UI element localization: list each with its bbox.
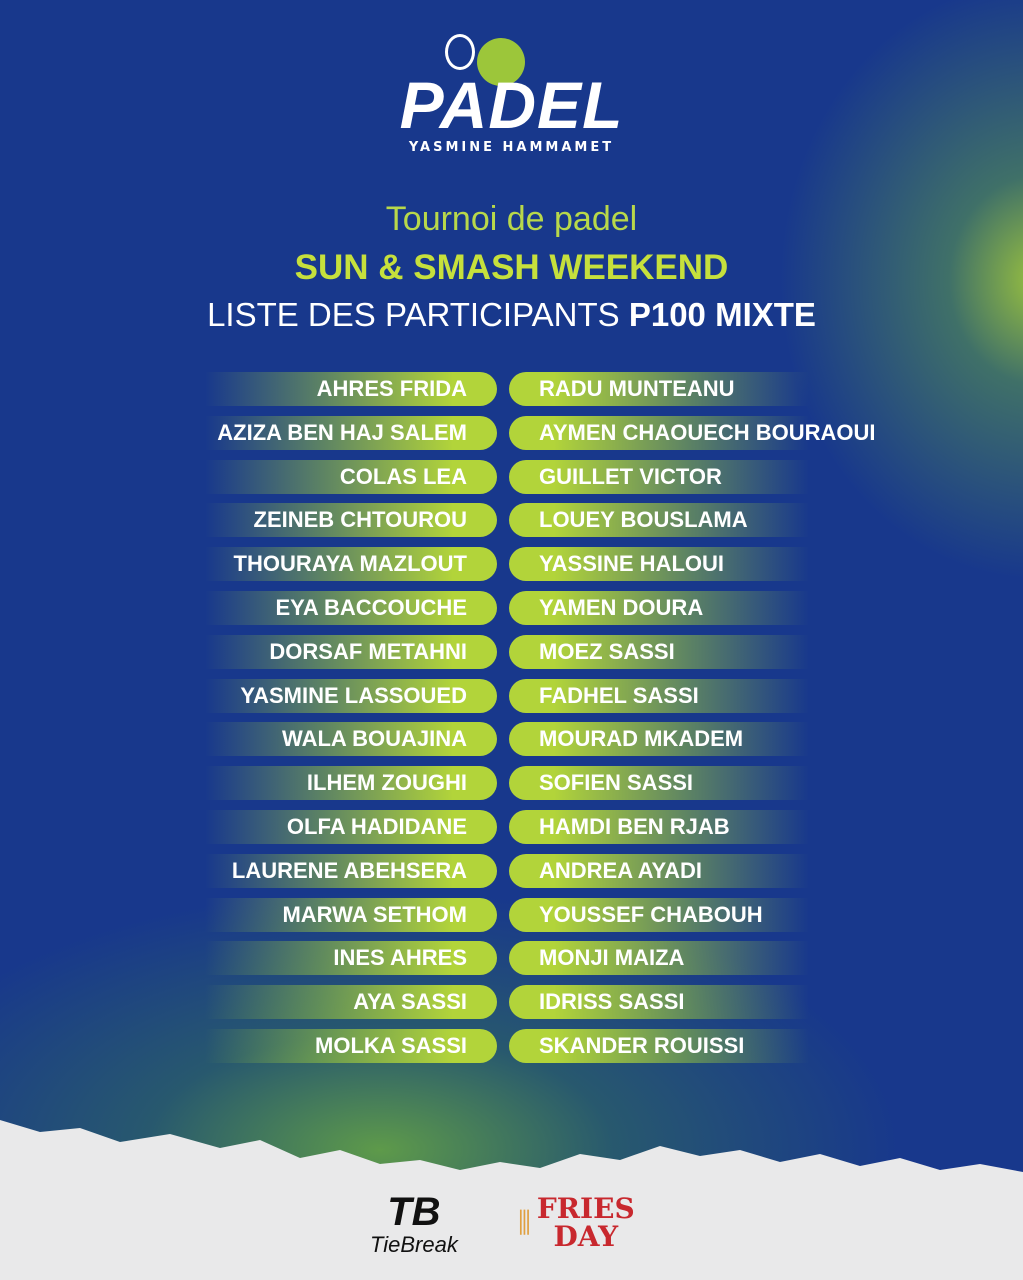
player-name: ZEINEB CHTOUROU <box>253 507 468 533</box>
player-right: MONJI MAIZA <box>509 941 809 976</box>
player-name: AHRES FRIDA <box>316 376 467 401</box>
player-name: WALA BOUAJINA <box>282 726 467 752</box>
pair-row: AYA SASSI IDRISS SASSI <box>0 985 1023 1021</box>
player-name: OLFA HADIDANE <box>286 814 467 839</box>
pair-row: MOLKA SASSI SKANDER ROUISSI <box>0 1029 1023 1065</box>
player-right: MOURAD MKADEM <box>509 722 809 757</box>
player-right: YASSINE HALOUI <box>509 547 809 582</box>
player-left: WALA BOUAJINA <box>205 722 497 757</box>
player-left: MOLKA SASSI <box>205 1029 497 1063</box>
player-left: OLFA HADIDANE <box>205 810 497 844</box>
pair-row: YASMINE LASSOUED FADHEL SASSI <box>0 678 1023 715</box>
pair-row: DORSAF METAHNI MOEZ SASSI <box>0 634 1023 671</box>
player-right: HAMDI BEN RJAB <box>509 810 809 844</box>
player-left: COLAS LEA <box>205 459 497 494</box>
player-name: YASMINE LASSOUED <box>240 682 467 708</box>
player-right: IDRISS SASSI <box>509 985 809 1020</box>
player-name: GUILLET VICTOR <box>539 463 722 489</box>
player-name: LOUEY BOUSLAMA <box>539 507 748 533</box>
player-name: AYA SASSI <box>353 989 467 1015</box>
padel-logo: PADEL YASMINE HAMMAMET <box>0 30 1023 155</box>
friesday-line2: DAY <box>553 1220 619 1253</box>
friesday-line1: FRIES <box>536 1192 635 1225</box>
player-name: YAMEN DOURA <box>539 595 704 620</box>
player-name: YASSINE HALOUI <box>539 551 725 577</box>
player-left: ZEINEB CHTOUROU <box>205 503 497 538</box>
player-right: LOUEY BOUSLAMA <box>509 503 809 538</box>
pair-row: OLFA HADIDANE HAMDI BEN RJAB <box>0 810 1023 846</box>
player-name: COLAS LEA <box>339 463 467 489</box>
player-left: AHRES FRIDA <box>205 372 497 406</box>
player-left: EYA BACCOUCHE <box>205 591 497 625</box>
fries-icon: ⫼ <box>518 1206 531 1239</box>
tiebreak-name: TieBreak <box>370 1232 458 1257</box>
player-name: MOURAD MKADEM <box>539 726 744 752</box>
tournament-name: SUN & SMASH WEEKEND <box>294 248 729 287</box>
player-right: MOEZ SASSI <box>509 634 809 669</box>
player-name: IDRISS SASSI <box>539 989 685 1015</box>
player-left: THOURAYA MAZLOUT <box>205 547 497 582</box>
racket-icon <box>445 34 475 70</box>
player-left: LAURENE ABEHSERA <box>205 853 497 888</box>
pair-row: WALA BOUAJINA MOURAD MKADEM <box>0 722 1023 758</box>
player-name: RADU MUNTEANU <box>539 376 735 401</box>
player-right: SOFIEN SASSI <box>509 766 809 801</box>
logo-subtitle: YASMINE HAMMAMET <box>408 140 615 155</box>
player-right: SKANDER ROUISSI <box>509 1029 809 1063</box>
pair-row: LAURENE ABEHSERA ANDREA AYADI <box>0 853 1023 890</box>
player-name: INES AHRES <box>333 945 467 971</box>
player-name: MOEZ SASSI <box>539 638 675 664</box>
pair-row: EYA BACCOUCHE YAMEN DOURA <box>0 591 1023 627</box>
player-name: AYMEN CHAOUECH BOURAOUI <box>539 419 876 445</box>
tiebreak-logo: TB TieBreak <box>370 1192 458 1258</box>
player-right: YOUSSEF CHABOUH <box>509 897 809 932</box>
player-name: AZIZA BEN HAJ SALEM <box>217 419 467 445</box>
participants-prefix: LISTE DES PARTICIPANTS <box>207 296 620 333</box>
player-left: INES AHRES <box>205 941 497 976</box>
player-name: MOLKA SASSI <box>315 1033 467 1058</box>
tournament-type: Tournoi de padel <box>385 200 638 238</box>
player-right: YAMEN DOURA <box>509 591 809 625</box>
player-name: SOFIEN SASSI <box>539 770 694 796</box>
player-name: ILHEM ZOUGHI <box>306 770 467 796</box>
player-name: THOURAYA MAZLOUT <box>233 551 467 577</box>
player-right: GUILLET VICTOR <box>509 459 809 494</box>
pair-row: COLAS LEA GUILLET VICTOR <box>0 459 1023 496</box>
player-name: LAURENE ABEHSERA <box>231 857 467 883</box>
player-left: MARWA SETHOM <box>205 897 497 932</box>
player-name: YOUSSEF CHABOUH <box>539 901 763 927</box>
torn-paper <box>0 1120 1023 1280</box>
player-left: YASMINE LASSOUED <box>205 678 497 713</box>
participants-heading: LISTE DES PARTICIPANTS P100 MIXTE <box>0 296 1023 334</box>
player-name: MARWA SETHOM <box>282 901 467 927</box>
player-name: ANDREA AYADI <box>539 857 703 883</box>
player-left: AYA SASSI <box>205 985 497 1020</box>
player-right: RADU MUNTEANU <box>509 372 809 406</box>
pair-row: ZEINEB CHTOUROU LOUEY BOUSLAMA <box>0 503 1023 539</box>
player-name: MONJI MAIZA <box>539 945 685 971</box>
player-name: FADHEL SASSI <box>539 682 699 708</box>
pair-row: THOURAYA MAZLOUT YASSINE HALOUI <box>0 547 1023 583</box>
tennis-ball-icon <box>477 38 525 86</box>
pair-row: INES AHRES MONJI MAIZA <box>0 941 1023 977</box>
player-name: HAMDI BEN RJAB <box>539 814 730 839</box>
pair-row: MARWA SETHOM YOUSSEF CHABOUH <box>0 897 1023 934</box>
player-right: FADHEL SASSI <box>509 678 809 713</box>
player-right: ANDREA AYADI <box>509 853 809 888</box>
category-label: P100 MIXTE <box>628 296 816 333</box>
player-name: DORSAF METAHNI <box>269 638 467 664</box>
player-name: SKANDER ROUISSI <box>539 1033 745 1058</box>
player-name: EYA BACCOUCHE <box>275 595 467 620</box>
pair-row: AZIZA BEN HAJ SALEM AYMEN CHAOUECH BOURAO… <box>0 415 1023 452</box>
pair-row: ILHEM ZOUGHI SOFIEN SASSI <box>0 766 1023 802</box>
player-left: DORSAF METAHNI <box>205 634 497 669</box>
friesday-logo: ⫼ FRIES DAY <box>518 1195 635 1251</box>
player-left: AZIZA BEN HAJ SALEM <box>205 415 497 450</box>
tiebreak-mark: TB <box>387 1190 441 1234</box>
player-right: AYMEN CHAOUECH BOURAOUI <box>509 415 876 450</box>
logo-word: PADEL <box>399 68 624 142</box>
player-left: ILHEM ZOUGHI <box>205 766 497 801</box>
pair-row: AHRES FRIDA RADU MUNTEANU <box>0 372 1023 408</box>
